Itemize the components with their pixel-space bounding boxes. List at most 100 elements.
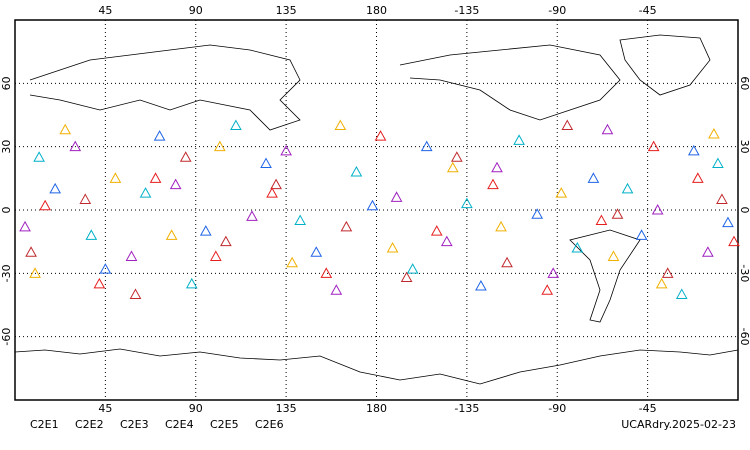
observation-marker xyxy=(708,127,720,139)
observation-marker xyxy=(125,250,138,261)
coastline xyxy=(619,34,711,96)
observation-marker xyxy=(320,267,333,278)
observation-marker xyxy=(400,271,413,283)
observation-marker xyxy=(79,193,92,204)
observation-marker xyxy=(149,172,162,183)
observation-marker xyxy=(430,225,443,236)
observation-marker xyxy=(547,267,560,278)
x-tick-label: 180 xyxy=(366,402,387,415)
coastline xyxy=(569,229,641,323)
observation-marker xyxy=(386,241,399,253)
legend-label: C2E2 xyxy=(75,418,104,431)
observation-marker xyxy=(25,246,37,257)
observation-marker xyxy=(716,193,728,204)
x-tick-label: 45 xyxy=(98,4,112,17)
coastlines xyxy=(14,34,739,385)
observation-marker xyxy=(635,229,648,240)
coastline xyxy=(29,44,301,131)
y-tick-label: -60 xyxy=(738,328,750,346)
observation-marker xyxy=(390,191,403,202)
observation-marker xyxy=(29,267,41,278)
x-tick-label: -90 xyxy=(548,4,566,17)
y-tick-label: -30 xyxy=(738,264,750,282)
legend-label: C2E3 xyxy=(120,418,149,431)
observation-marker xyxy=(611,208,624,219)
observation-marker xyxy=(501,256,513,268)
observation-marker xyxy=(286,256,298,268)
x-tick-label: -45 xyxy=(639,4,657,17)
y-tick-label: -30 xyxy=(0,264,13,282)
observation-marker xyxy=(270,178,282,190)
observation-marker xyxy=(179,151,192,162)
observation-marker xyxy=(99,263,112,274)
legend: C2E1 C2E2 C2E3 C2E4 C2E5 C2E6 xyxy=(30,418,284,431)
x-tick-label: 45 xyxy=(98,402,112,415)
observation-marker xyxy=(406,263,419,274)
x-tick-label: -135 xyxy=(454,4,479,17)
observation-marker xyxy=(169,178,182,190)
observation-marker xyxy=(607,250,620,261)
observation-marker xyxy=(85,229,98,240)
observation-marker xyxy=(59,123,72,135)
y-tick-label: 60 xyxy=(0,76,13,90)
observation-marker xyxy=(571,241,584,253)
observation-marker xyxy=(491,161,503,173)
observation-marker xyxy=(495,220,507,232)
observation-marker xyxy=(728,235,740,247)
observation-marker xyxy=(513,134,525,145)
observation-marker xyxy=(153,130,166,141)
observation-marker xyxy=(185,277,198,289)
observation-marker xyxy=(712,157,724,169)
x-tick-label: -90 xyxy=(548,402,566,415)
observation-marker xyxy=(246,210,258,221)
observation-marker xyxy=(450,151,463,162)
observation-marker xyxy=(199,225,212,236)
observation-marker xyxy=(280,144,292,156)
observation-marker xyxy=(647,140,660,152)
x-tick-label: 180 xyxy=(366,4,387,17)
observation-marker xyxy=(49,182,62,194)
observation-marker xyxy=(334,119,347,131)
observation-marker xyxy=(587,172,600,183)
observation-marker xyxy=(330,284,343,295)
coastline xyxy=(14,348,739,385)
observation-marker xyxy=(531,208,544,219)
observation-marker xyxy=(702,246,714,257)
observation-marker xyxy=(93,277,106,289)
observation-marker xyxy=(129,288,142,299)
observation-marker xyxy=(555,187,568,198)
observation-marker xyxy=(139,187,152,198)
observation-marker xyxy=(19,220,31,232)
x-tick-label: -135 xyxy=(454,402,479,415)
x-tick-label: 135 xyxy=(276,402,297,415)
observation-marker xyxy=(165,229,178,240)
y-tick-label: 30 xyxy=(0,140,13,154)
x-tick-label: 90 xyxy=(189,402,203,415)
legend-label: C2E1 xyxy=(30,418,59,431)
y-tick-label: 0 xyxy=(0,207,13,214)
legend-label: C2E5 xyxy=(210,418,239,431)
observation-marker xyxy=(561,119,574,131)
observation-marker xyxy=(461,197,473,209)
x-tick-label: 90 xyxy=(189,4,203,17)
x-tick-label: -45 xyxy=(639,402,657,415)
observation-marker xyxy=(109,172,122,183)
observation-marker xyxy=(440,235,453,247)
observation-marker xyxy=(266,187,278,198)
observation-marker xyxy=(475,279,487,291)
observation-marker xyxy=(366,199,379,211)
observation-marker xyxy=(69,140,82,152)
observation-marker xyxy=(260,157,272,169)
observation-marker xyxy=(374,130,387,141)
observation-marker xyxy=(340,220,353,232)
observation-marker xyxy=(310,246,323,257)
observation-marker xyxy=(294,214,307,226)
observation-marker xyxy=(33,151,45,162)
observation-marker xyxy=(601,123,614,135)
observation-marker xyxy=(621,182,634,194)
observation-marker xyxy=(446,161,459,173)
observation-marker xyxy=(675,288,688,299)
annotation: UCARdry.2025-02-23 xyxy=(621,418,736,431)
observation-marker xyxy=(687,144,700,156)
